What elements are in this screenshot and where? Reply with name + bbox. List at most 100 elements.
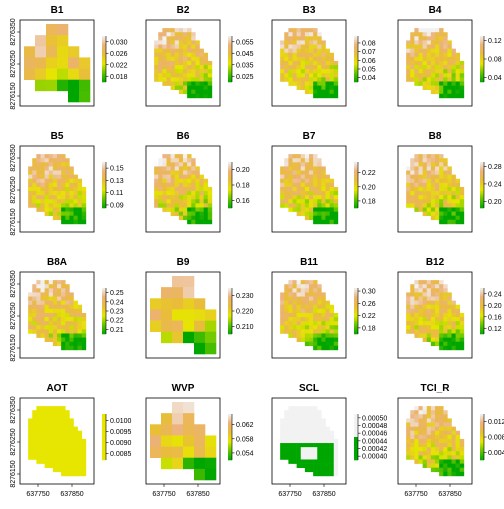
raster-cell — [36, 280, 41, 285]
raster-cell — [292, 284, 297, 289]
raster-cell — [459, 341, 465, 347]
raster-cell — [435, 455, 440, 460]
raster-cell — [410, 447, 415, 452]
raster-cell — [172, 402, 184, 414]
raster-cell — [61, 284, 66, 289]
raster-cell — [292, 182, 297, 188]
raster-cell — [166, 166, 171, 171]
raster-cell — [426, 77, 432, 82]
raster-cell — [296, 36, 302, 41]
raster-cell — [40, 434, 45, 440]
raster-cell — [52, 195, 58, 200]
raster-cell — [321, 93, 326, 99]
raster-cell — [325, 182, 330, 188]
raster-cell — [183, 320, 195, 333]
raster — [406, 154, 465, 225]
raster-cell — [284, 304, 289, 310]
colorbar-swatch — [102, 427, 106, 430]
raster-cell — [443, 410, 448, 415]
colorbar: 0.080.070.060.050.04 — [354, 36, 376, 83]
raster-cell — [296, 459, 302, 464]
raster-cell — [443, 471, 448, 477]
raster-cell — [280, 182, 285, 188]
raster-cell — [439, 191, 444, 196]
raster-cell — [183, 276, 195, 288]
colorbar-swatch — [228, 446, 232, 449]
raster-cell — [309, 406, 314, 411]
colorbar-tick-label: 0.28 — [488, 164, 502, 171]
raster-cell — [422, 203, 428, 208]
raster-cell — [455, 69, 461, 74]
raster-cell — [313, 443, 318, 448]
raster-cell — [77, 308, 83, 314]
raster-cell — [207, 186, 213, 192]
raster-cell — [447, 65, 452, 70]
raster-cell — [199, 48, 204, 54]
raster-cell — [178, 44, 184, 49]
colorbar-swatch — [354, 442, 358, 445]
raster-cell — [46, 24, 58, 36]
raster-cell — [28, 174, 33, 180]
colorbar-swatch — [102, 62, 106, 66]
raster-cell — [300, 73, 306, 78]
raster-cell — [447, 48, 452, 54]
raster-cell — [447, 426, 452, 432]
raster-cell — [207, 199, 213, 204]
raster-cell — [317, 32, 322, 37]
colorbar: 0.150.130.110.09 — [102, 162, 124, 209]
raster-cell — [300, 430, 306, 436]
raster-cell — [414, 48, 419, 54]
raster-cell — [296, 65, 302, 70]
raster-cell — [166, 60, 171, 66]
raster-cell — [443, 60, 448, 66]
raster-cell — [81, 443, 87, 448]
raster-cell — [329, 56, 335, 62]
raster-cell — [65, 471, 70, 477]
raster-cell — [443, 32, 448, 37]
raster-cell — [77, 191, 83, 196]
colorbar-swatch — [228, 316, 232, 319]
raster-cell — [451, 341, 456, 347]
raster-cell — [73, 438, 78, 444]
raster-cell — [426, 288, 432, 293]
raster-cell — [162, 60, 167, 66]
raster-cell — [191, 162, 196, 167]
colorbar-swatch — [102, 165, 106, 169]
raster-cell — [296, 207, 302, 212]
raster-cell — [329, 443, 335, 448]
colorbar-swatch — [102, 314, 106, 318]
raster-cell — [162, 52, 167, 58]
colorbar-swatch — [354, 169, 358, 172]
raster-cell — [183, 89, 188, 95]
raster-cell — [304, 77, 310, 82]
x-tick-label: 637750 — [404, 491, 427, 498]
raster-cell — [65, 430, 70, 436]
raster-cell — [191, 36, 196, 41]
raster-cell — [418, 36, 423, 41]
raster-cell — [154, 186, 159, 192]
colorbar-tick-label: 0.22 — [362, 313, 376, 320]
raster-cell — [183, 199, 188, 204]
raster-cell — [426, 44, 432, 49]
raster-cell — [44, 329, 50, 334]
raster-cell — [296, 447, 302, 452]
colorbar-swatch — [354, 165, 358, 169]
raster-cell — [166, 36, 171, 41]
raster-cell — [150, 446, 162, 459]
raster-cell — [406, 447, 411, 452]
raster-cell — [280, 73, 285, 78]
raster-cell — [296, 170, 302, 175]
raster-cell — [36, 154, 41, 159]
colorbar-swatch — [354, 458, 358, 461]
raster-cell — [414, 40, 419, 45]
raster-cell — [187, 36, 192, 41]
raster-cell — [161, 435, 173, 447]
raster-cell — [309, 304, 314, 310]
raster-cell — [191, 170, 196, 175]
raster-cell — [430, 154, 436, 159]
colorbar-tick-label: 0.008 — [488, 435, 504, 442]
raster-cell — [325, 52, 330, 58]
colorbar-swatch — [354, 297, 358, 300]
raster-cell — [422, 28, 428, 33]
